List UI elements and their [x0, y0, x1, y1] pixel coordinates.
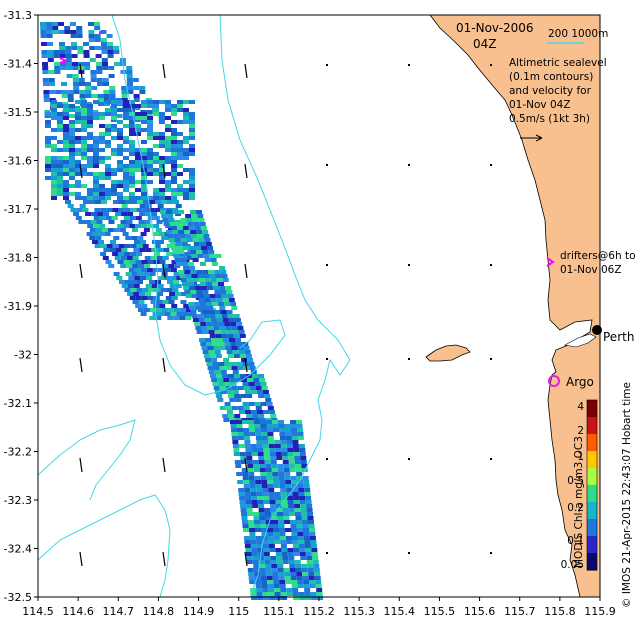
- colorbar-segment: [587, 468, 597, 486]
- drifters-label-1: drifters@6h to: [560, 250, 636, 262]
- y-tick-label: -31.5: [4, 106, 32, 119]
- sealevel-contours: [37, 14, 351, 598]
- x-tick-label: 115.3: [343, 605, 375, 618]
- x-tick-label: 114.7: [103, 605, 135, 618]
- river-estuary: [564, 333, 597, 348]
- velocity-arrow: [244, 63, 248, 79]
- y-tick-label: -32.2: [4, 446, 32, 459]
- island: [425, 344, 471, 362]
- colorbar-tick-label: 0.5: [567, 475, 584, 487]
- map-time: 04Z: [473, 37, 497, 51]
- x-axis: 114.5 114.6 114.7 114.8 114.9 115 115.1 115.2 11…: [22, 597, 616, 618]
- colorbar: 4 2 1 0.5 0.2 0.1 0.05: [561, 399, 598, 571]
- y-tick-label: -32.1: [4, 397, 32, 410]
- y-tick-label: -32.3: [4, 494, 32, 507]
- chlorophyll-layer: [40, 22, 324, 600]
- colorbar-segment: [587, 451, 597, 469]
- x-tick-label: 115.9: [584, 605, 616, 618]
- legend-line-4: 01-Nov 04Z: [509, 99, 571, 111]
- y-tick-label: -31.7: [4, 203, 32, 216]
- velocity-arrow: [79, 163, 83, 179]
- colorbar-segment: [587, 400, 597, 418]
- credit-text: © IMOS 21-Apr-2015 22:43:07 Hobart time: [621, 382, 633, 608]
- x-tick-label: 115.2: [303, 605, 335, 618]
- colorbar-tick-label: 4: [577, 401, 584, 413]
- colorbar-label: MODIS Chl-a mg/m3 OC3: [573, 436, 585, 568]
- colorbar-segment: [587, 519, 597, 537]
- legend-line-1: Altimetric sealevel: [509, 57, 607, 69]
- contour-line: [37, 419, 136, 501]
- x-tick-label: 115.1: [263, 605, 295, 618]
- colorbar-segment: [587, 553, 597, 571]
- reference-vector: [520, 134, 543, 142]
- velocity-arrow: [244, 263, 248, 279]
- y-tick-label: -32.4: [4, 543, 32, 556]
- y-tick-label: -31.4: [4, 58, 32, 71]
- x-tick-label: 114.8: [143, 605, 175, 618]
- velocity-arrow: [244, 163, 248, 179]
- colorbar-tick-label: 0.1: [567, 535, 584, 547]
- legend-line-2: (0.1m contours): [509, 71, 593, 83]
- contour-line: [37, 494, 171, 598]
- velocity-arrow: [79, 263, 83, 279]
- x-tick-label: 115.4: [384, 605, 416, 618]
- perth-label: Perth: [603, 330, 634, 344]
- velocity-arrow: [162, 263, 166, 279]
- colorbar-segment: [587, 417, 597, 435]
- argo-label: Argo: [566, 375, 594, 389]
- land-mass: [429, 14, 601, 598]
- colorbar-tick-label: 2: [577, 425, 584, 437]
- x-tick-label: 115.6: [464, 605, 496, 618]
- velocity-arrow: [162, 163, 166, 179]
- x-tick-label: 114.6: [62, 605, 94, 618]
- argo-marker: [548, 375, 560, 387]
- velocity-arrow: [79, 457, 83, 473]
- velocity-arrow: [244, 457, 248, 473]
- y-tick-label: -31.9: [4, 300, 32, 313]
- velocity-arrow: [79, 63, 83, 79]
- contour-line: [111, 14, 286, 396]
- y-tick-label: -32.5: [4, 591, 32, 604]
- velocity-arrow: [162, 357, 166, 373]
- x-tick-label: 115.8: [544, 605, 576, 618]
- x-tick-label: 114.9: [183, 605, 215, 618]
- y-tick-label: -31.8: [4, 252, 32, 265]
- x-tick-label: 115: [228, 605, 249, 618]
- colorbar-segment: [587, 502, 597, 520]
- x-tick-label: 115.5: [424, 605, 456, 618]
- x-tick-label: 114.5: [22, 605, 54, 618]
- colorbar-tick-label: 0.2: [567, 502, 584, 514]
- legend-line-3: and velocity for: [509, 85, 592, 97]
- colorbar-segment: [587, 434, 597, 452]
- x-tick-label: 115.7: [504, 605, 536, 618]
- y-axis: -31.3 -31.4 -31.5 -31.6 -31.7 -31.8 -31.9 -32 -3…: [4, 9, 38, 604]
- colorbar-tick-label: 1: [577, 451, 584, 463]
- y-tick-label: -31.6: [4, 155, 32, 168]
- colorbar-segment: [587, 485, 597, 503]
- velocity-arrow: [79, 357, 83, 373]
- drifter-track-north: [59, 57, 69, 64]
- velocity-arrow: [244, 551, 248, 567]
- drifter-track-east: [546, 257, 555, 267]
- y-tick-label: -31.3: [4, 9, 32, 22]
- colorbar-tick-label: 0.05: [561, 559, 584, 571]
- map-date: 01-Nov-2006: [456, 21, 534, 35]
- velocity-arrow: [162, 551, 166, 567]
- velocity-arrow: [162, 63, 166, 79]
- drifter-dot: [99, 31, 102, 34]
- colorbar-segment: [587, 536, 597, 554]
- velocity-vectors: [79, 63, 492, 567]
- velocity-arrow: [162, 457, 166, 473]
- velocity-arrow: [79, 551, 83, 567]
- legend-line-5: 0.5m/s (1kt 3h): [509, 113, 590, 125]
- velocity-arrow: [244, 357, 248, 373]
- y-tick-label: -32: [14, 349, 32, 362]
- depth-scale-label: 200 1000m: [548, 28, 608, 40]
- drifters-label-2: 01-Nov 06Z: [560, 264, 622, 276]
- contour-line: [219, 14, 351, 598]
